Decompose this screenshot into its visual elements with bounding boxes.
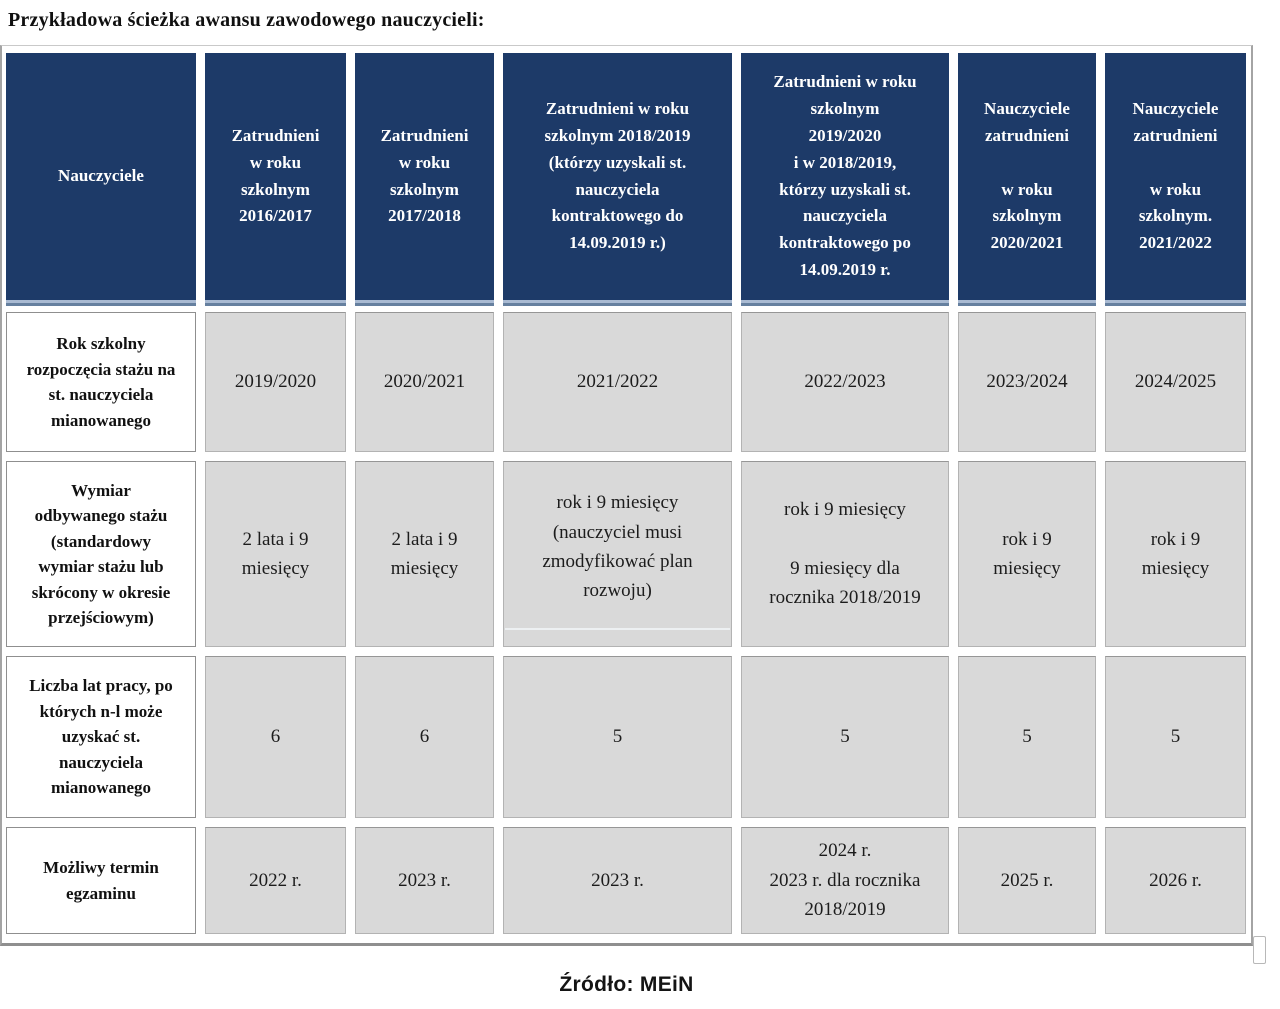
header-cell-label: Nauczyciele zatrudnieni w roku szkolnym … — [984, 98, 1070, 253]
cell-value: 2023/2024 — [986, 371, 1068, 393]
table-cell: 2023/2024 — [958, 312, 1096, 452]
header-cell-label: Zatrudnieni w roku szkolnym 2019/2020 i … — [773, 72, 917, 280]
cell-value: 2022/2023 — [804, 371, 886, 393]
table-cell: 2023 r. — [355, 827, 494, 934]
cell-value: 2024/2025 — [1134, 371, 1217, 393]
career-path-table: Nauczyciele Zatrudnieni w roku szkolnym … — [0, 45, 1253, 946]
cell-value: rok i 9 miesięcy 9 miesięcy dla rocznika… — [769, 499, 921, 609]
table-cell: 2 lata i 9 miesięcy — [205, 461, 346, 647]
cell-value: 2024 r. 2023 r. dla rocznika 2018/2019 — [769, 840, 921, 921]
cell-value: 2023 r. — [398, 869, 451, 891]
source-caption: Źródło: MEiN — [559, 973, 694, 996]
table-cell: 2023 r. — [503, 827, 732, 934]
cell-value: 2023 r. — [591, 869, 644, 891]
cell-value: 2026 r. — [1149, 869, 1202, 891]
header-cell-label: Zatrudnieni w roku szkolnym 2016/2017 — [231, 125, 320, 226]
table-cell: rok i 9 miesięcy — [1105, 461, 1246, 647]
table-cell: rok i 9 miesięcy 9 miesięcy dla rocznika… — [741, 461, 949, 647]
cell-value: 2 lata i 9 miesięcy — [390, 528, 459, 579]
table-cell: 2021/2022 — [503, 312, 732, 452]
cell-value: 2021/2022 — [576, 371, 659, 393]
scrollbar-corner-handle[interactable] — [1253, 936, 1266, 964]
table-cell: 2022 r. — [205, 827, 346, 934]
header-cell-label: Zatrudnieni w roku szkolnym 2017/2018 — [380, 125, 469, 226]
header-cell-label: Zatrudnieni w roku szkolnym 2018/2019 (k… — [544, 98, 691, 253]
header-cell-nauczyciele: Nauczyciele — [6, 53, 196, 306]
header-col-2020-2021: Nauczyciele zatrudnieni w roku szkolnym … — [958, 53, 1096, 306]
cell-value: 2025 r. — [1000, 869, 1054, 891]
table-cell: 2026 r. — [1105, 827, 1246, 934]
table-cell: 2020/2021 — [355, 312, 494, 452]
header-col-2018-2019: Zatrudnieni w roku szkolnym 2018/2019 (k… — [503, 53, 732, 306]
table-cell: 5 — [503, 656, 732, 818]
row-label-termin-egzaminu: Możliwy termin egzaminu — [6, 827, 196, 934]
table-cell: 2025 r. — [958, 827, 1096, 934]
table-cell: 6 — [205, 656, 346, 818]
header-cell-label: Nauczyciele zatrudnieni w roku szkolnym.… — [1132, 98, 1219, 253]
table-cell: rok i 9 miesięcy (nauczyciel musi zmodyf… — [503, 461, 732, 647]
cell-value: 6 — [419, 726, 430, 748]
table-cell: 2 lata i 9 miesięcy — [355, 461, 494, 647]
row-label-liczba-lat-pracy: Liczba lat pracy, po których n-l może uz… — [6, 656, 196, 818]
cell-value: 2019/2020 — [234, 371, 317, 393]
table-cell: 2022/2023 — [741, 312, 949, 452]
header-col-2021-2022: Nauczyciele zatrudnieni w roku szkolnym.… — [1105, 53, 1246, 306]
page-title: Przykładowa ścieżka awansu zawodowego na… — [8, 9, 485, 31]
table-cell: 5 — [958, 656, 1096, 818]
cell-value: 5 — [1170, 726, 1181, 748]
cell-value: 2022 r. — [249, 869, 302, 891]
table-cell: 2019/2020 — [205, 312, 346, 452]
header-cell-label: Nauczyciele — [58, 166, 144, 186]
row-label-wymiar-stazu: Wymiar odbywanego stażu (standardowy wym… — [6, 461, 196, 647]
cell-value: rok i 9 miesięcy — [993, 528, 1061, 579]
table-cell: 6 — [355, 656, 494, 818]
row-label-text: Rok szkolny rozpoczęcia stażu na st. nau… — [26, 334, 176, 430]
row-label-text: Liczba lat pracy, po których n-l może uz… — [29, 676, 173, 798]
cell-value: 5 — [1022, 726, 1032, 748]
row-label-rok-szkolny-rozpoczecia-stazu: Rok szkolny rozpoczęcia stażu na st. nau… — [6, 312, 196, 452]
header-col-2017-2018: Zatrudnieni w roku szkolnym 2017/2018 — [355, 53, 494, 306]
header-col-2019-2020: Zatrudnieni w roku szkolnym 2019/2020 i … — [741, 53, 949, 306]
row-label-text: Wymiar odbywanego stażu (standardowy wym… — [31, 480, 171, 628]
table-cell: rok i 9 miesięcy — [958, 461, 1096, 647]
cell-value: rok i 9 miesięcy (nauczyciel musi zmodyf… — [542, 492, 693, 602]
table-cell: 2024 r. 2023 r. dla rocznika 2018/2019 — [741, 827, 949, 934]
cell-value: 5 — [612, 726, 623, 748]
cell-value: 6 — [270, 726, 281, 748]
cell-value: 5 — [840, 726, 850, 748]
cell-value: 2020/2021 — [383, 371, 466, 393]
table-cell: 5 — [1105, 656, 1246, 818]
table-cell: 5 — [741, 656, 949, 818]
cell-value: rok i 9 miesięcy — [1141, 528, 1210, 579]
row-label-text: Możliwy termin egzaminu — [43, 858, 159, 903]
table-cell: 2024/2025 — [1105, 312, 1246, 452]
cell-value: 2 lata i 9 miesięcy — [241, 528, 310, 579]
header-col-2016-2017: Zatrudnieni w roku szkolnym 2016/2017 — [205, 53, 346, 306]
